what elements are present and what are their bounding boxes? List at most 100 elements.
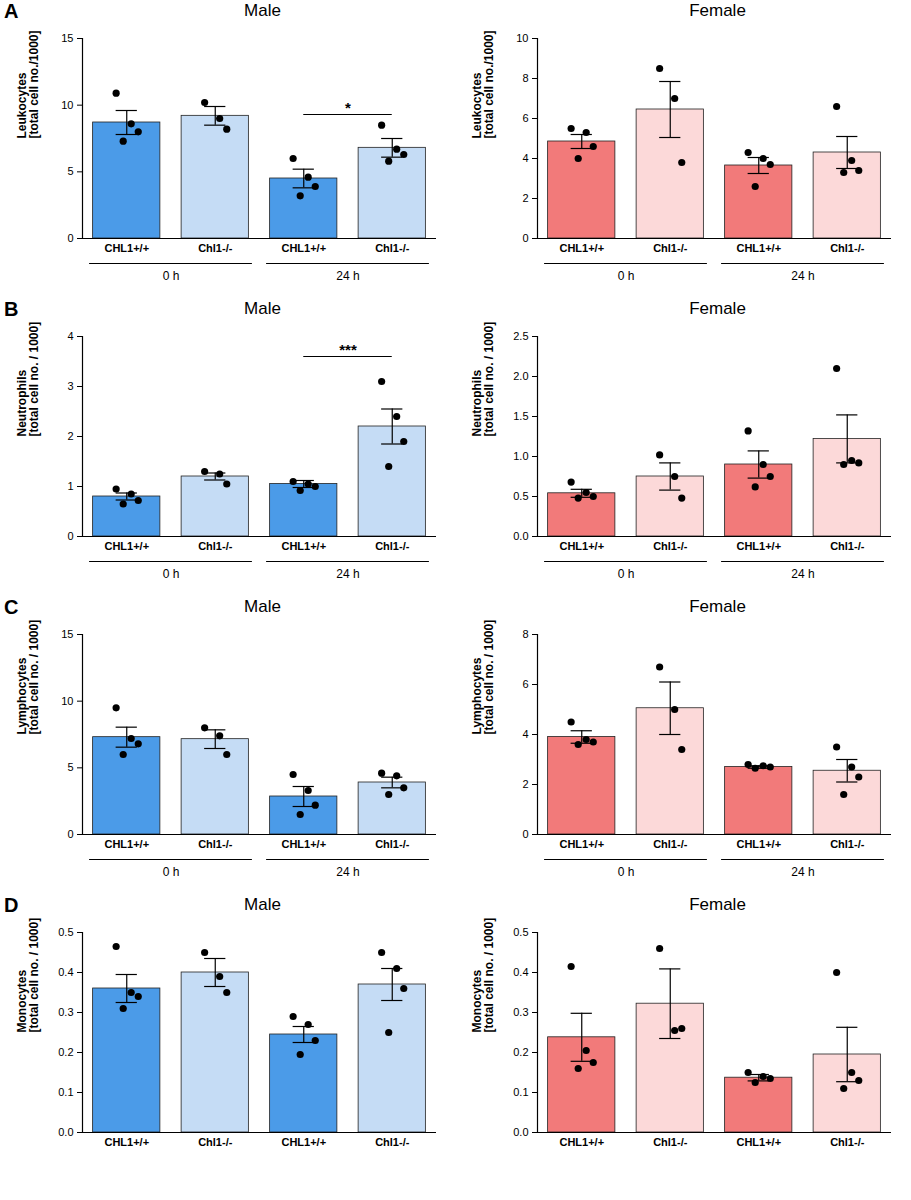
svg-text:0 h: 0 h: [163, 269, 180, 283]
svg-text:CHL1+/+: CHL1+/+: [104, 540, 149, 552]
svg-text:Chl1-/-: Chl1-/-: [198, 838, 233, 850]
svg-text:0 h: 0 h: [163, 865, 180, 879]
svg-text:0.0: 0.0: [58, 1126, 73, 1138]
svg-text:0.1: 0.1: [58, 1086, 73, 1098]
svg-text:Chl1-/-: Chl1-/-: [830, 838, 865, 850]
svg-text:Chl1-/-: Chl1-/-: [653, 540, 688, 552]
svg-text:Neutrophils[total cell no. / 1: Neutrophils[total cell no. / 1000]: [470, 322, 496, 437]
svg-text:0: 0: [522, 232, 528, 244]
svg-text:Chl1-/-: Chl1-/-: [375, 838, 410, 850]
svg-text:***: ***: [339, 341, 357, 358]
svg-text:Neutrophils[total cell no. / 1: Neutrophils[total cell no. / 1000]: [15, 322, 41, 437]
svg-text:24 h: 24 h: [336, 269, 359, 283]
svg-text:CHL1+/+: CHL1+/+: [736, 838, 781, 850]
svg-text:1: 1: [67, 480, 73, 492]
html-text:Male: Male: [244, 299, 281, 318]
svg-text:0.5: 0.5: [513, 926, 528, 938]
svg-text:0.4: 0.4: [513, 966, 528, 978]
svg-text:0.5: 0.5: [58, 926, 73, 938]
svg-text:Chl1-/-: Chl1-/-: [830, 540, 865, 552]
svg-text:0 h: 0 h: [618, 865, 635, 879]
svg-text:CHL1+/+: CHL1+/+: [281, 1136, 326, 1148]
svg-text:24 h: 24 h: [336, 865, 359, 879]
svg-text:Monocytes[total cell no. / 100: Monocytes[total cell no. / 1000]: [470, 918, 496, 1033]
svg-text:Chl1-/-: Chl1-/-: [653, 1136, 688, 1148]
svg-text:2.5: 2.5: [513, 330, 528, 342]
svg-text:Chl1-/-: Chl1-/-: [198, 540, 233, 552]
svg-text:Lymphocytes[total cell no. / 1: Lymphocytes[total cell no. / 1000]: [15, 620, 41, 735]
svg-text:0.0: 0.0: [513, 530, 528, 542]
svg-text:Chl1-/-: Chl1-/-: [830, 242, 865, 254]
svg-text:CHL1+/+: CHL1+/+: [559, 242, 604, 254]
svg-text:CHL1+/+: CHL1+/+: [104, 838, 149, 850]
svg-text:1.5: 1.5: [513, 410, 528, 422]
svg-text:8: 8: [522, 628, 528, 640]
svg-text:0.2: 0.2: [58, 1046, 73, 1058]
svg-text:Chl1-/-: Chl1-/-: [653, 242, 688, 254]
svg-text:CHL1+/+: CHL1+/+: [559, 838, 604, 850]
svg-text:CHL1+/+: CHL1+/+: [559, 1136, 604, 1148]
svg-text:0: 0: [67, 530, 73, 542]
svg-text:0.3: 0.3: [58, 1006, 73, 1018]
svg-text:0 h: 0 h: [618, 269, 635, 283]
svg-text:0 h: 0 h: [618, 567, 635, 581]
svg-text:0.0: 0.0: [513, 1126, 528, 1138]
svg-text:5: 5: [67, 761, 73, 773]
svg-text:6: 6: [522, 678, 528, 690]
svg-text:Monocytes[total cell no. / 100: Monocytes[total cell no. / 1000]: [15, 918, 41, 1033]
svg-text:6: 6: [522, 112, 528, 124]
svg-text:Chl1-/-: Chl1-/-: [375, 242, 410, 254]
svg-text:2: 2: [522, 778, 528, 790]
svg-text:4: 4: [67, 330, 73, 342]
svg-text:CHL1+/+: CHL1+/+: [559, 540, 604, 552]
svg-text:2.0: 2.0: [513, 370, 528, 382]
svg-text:3: 3: [67, 380, 73, 392]
svg-text:Leukocytes[total cell no./1000: Leukocytes[total cell no./1000]: [15, 30, 41, 138]
svg-text:10: 10: [61, 695, 73, 707]
svg-text:15: 15: [61, 628, 73, 640]
svg-text:0.5: 0.5: [513, 490, 528, 502]
svg-text:Chl1-/-: Chl1-/-: [830, 1136, 865, 1148]
svg-text:2: 2: [522, 192, 528, 204]
svg-text:5: 5: [67, 165, 73, 177]
svg-text:0.3: 0.3: [513, 1006, 528, 1018]
svg-text:8: 8: [522, 72, 528, 84]
svg-text:Leukocytes[total cell no./1000: Leukocytes[total cell no./1000]: [470, 30, 496, 138]
svg-text:Chl1-/-: Chl1-/-: [198, 1136, 233, 1148]
svg-text:0.1: 0.1: [513, 1086, 528, 1098]
svg-text:Chl1-/-: Chl1-/-: [653, 838, 688, 850]
svg-text:24 h: 24 h: [791, 865, 814, 879]
svg-text:0.2: 0.2: [513, 1046, 528, 1058]
svg-text:24 h: 24 h: [336, 567, 359, 581]
svg-text:*: *: [345, 99, 351, 116]
svg-text:2: 2: [67, 430, 73, 442]
svg-text:1.0: 1.0: [513, 450, 528, 462]
html-text:Female: Female: [689, 1, 746, 20]
html-text:Female: Female: [689, 299, 746, 318]
svg-text:24 h: 24 h: [791, 567, 814, 581]
svg-text:CHL1+/+: CHL1+/+: [736, 242, 781, 254]
svg-text:0: 0: [522, 828, 528, 840]
svg-text:Lymphocytes[total cell no. / 1: Lymphocytes[total cell no. / 1000]: [470, 620, 496, 735]
svg-text:Chl1-/-: Chl1-/-: [375, 1136, 410, 1148]
svg-text:Chl1-/-: Chl1-/-: [198, 242, 233, 254]
svg-text:4: 4: [522, 728, 528, 740]
svg-text:4: 4: [522, 152, 528, 164]
svg-text:24 h: 24 h: [791, 269, 814, 283]
svg-text:0.4: 0.4: [58, 966, 73, 978]
svg-text:CHL1+/+: CHL1+/+: [104, 1136, 149, 1148]
svg-text:CHL1+/+: CHL1+/+: [281, 838, 326, 850]
svg-text:CHL1+/+: CHL1+/+: [104, 242, 149, 254]
svg-text:CHL1+/+: CHL1+/+: [736, 1136, 781, 1148]
svg-text:CHL1+/+: CHL1+/+: [281, 242, 326, 254]
svg-text:0: 0: [67, 828, 73, 840]
html-text:Male: Male: [244, 1, 281, 20]
svg-text:10: 10: [61, 99, 73, 111]
svg-text:CHL1+/+: CHL1+/+: [281, 540, 326, 552]
svg-text:0 h: 0 h: [163, 567, 180, 581]
svg-text:CHL1+/+: CHL1+/+: [736, 540, 781, 552]
svg-text:15: 15: [61, 32, 73, 44]
svg-text:0: 0: [67, 232, 73, 244]
svg-text:10: 10: [516, 32, 528, 44]
svg-text:Chl1-/-: Chl1-/-: [375, 540, 410, 552]
